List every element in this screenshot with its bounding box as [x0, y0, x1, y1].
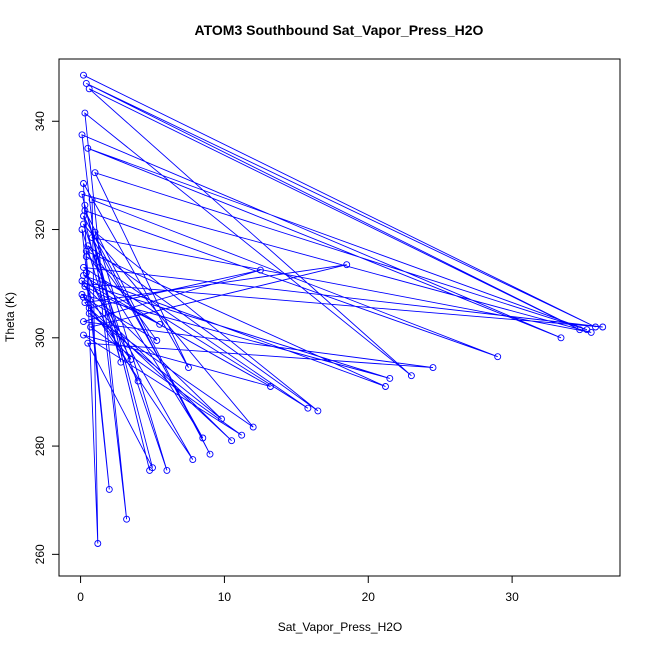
x-tick-label: 10 [218, 590, 232, 604]
y-tick-label: 300 [33, 327, 47, 347]
data-point [80, 331, 87, 339]
y-tick-label: 320 [33, 219, 47, 239]
data-point [84, 339, 92, 347]
data-point [80, 263, 87, 271]
data-point [78, 131, 86, 139]
data-point [87, 323, 95, 331]
data-point [82, 253, 90, 261]
data-point [117, 358, 125, 366]
data-point [576, 326, 584, 334]
data-point [94, 540, 102, 547]
y-axis-label: Theta (K) [3, 292, 17, 342]
data-point [494, 353, 502, 361]
x-tick-label: 20 [362, 590, 376, 604]
data-point [199, 434, 207, 442]
data-point [557, 334, 565, 342]
data-point [206, 450, 214, 458]
data-point [238, 431, 246, 439]
data-point [185, 364, 192, 372]
data-point [82, 269, 90, 277]
data-point [81, 282, 89, 290]
data-point [134, 377, 142, 385]
data-point [85, 85, 93, 93]
data-point [304, 404, 312, 412]
data-point [85, 304, 93, 312]
data-point [146, 466, 154, 474]
data-point [85, 309, 93, 317]
data-point [88, 196, 96, 204]
data-point [84, 144, 92, 152]
data-point [78, 277, 86, 285]
data-point [386, 374, 394, 382]
data-point [81, 299, 89, 307]
data-point [123, 515, 131, 523]
data-point [153, 337, 161, 344]
data-point [163, 466, 171, 474]
x-axis: 0 10 20 30 [77, 575, 519, 604]
data-point [80, 318, 87, 326]
data-point [91, 228, 99, 236]
data-point [91, 169, 99, 177]
data-point [80, 71, 87, 79]
data-point [256, 266, 264, 274]
y-tick-label: 260 [33, 544, 47, 564]
data-point [314, 407, 322, 415]
data-point [382, 383, 389, 390]
data-point [81, 201, 89, 209]
data-point [82, 79, 90, 87]
x-tick-label: 30 [505, 590, 519, 604]
data-point [105, 485, 113, 493]
data-point [407, 372, 415, 380]
y-axis: 260 280 300 320 340 [33, 111, 60, 564]
data-point [189, 456, 197, 464]
data-point [156, 320, 164, 328]
data-point [218, 415, 225, 423]
data-point [80, 212, 87, 220]
y-tick-label: 280 [33, 436, 47, 456]
data-point [267, 383, 274, 390]
data-point [78, 190, 86, 198]
chart-title: ATOM3 Southbound Sat_Vapor_Press_H2O [195, 22, 484, 38]
series-line [80, 74, 603, 544]
data-point [80, 180, 87, 187]
data-point [81, 109, 89, 117]
x-tick-label: 0 [77, 590, 84, 604]
data-point [343, 261, 351, 269]
y-tick-label: 340 [33, 111, 47, 131]
data-point [228, 437, 236, 445]
data-point [80, 220, 87, 228]
data-point [592, 323, 599, 331]
data-point [88, 234, 96, 242]
data-point [127, 356, 135, 363]
data-point [429, 364, 437, 372]
x-axis-label: Sat_Vapor_Press_H2O [278, 620, 403, 634]
data-point [84, 242, 92, 250]
data-point [587, 328, 595, 336]
data-point [249, 423, 257, 431]
data-point [599, 323, 607, 331]
